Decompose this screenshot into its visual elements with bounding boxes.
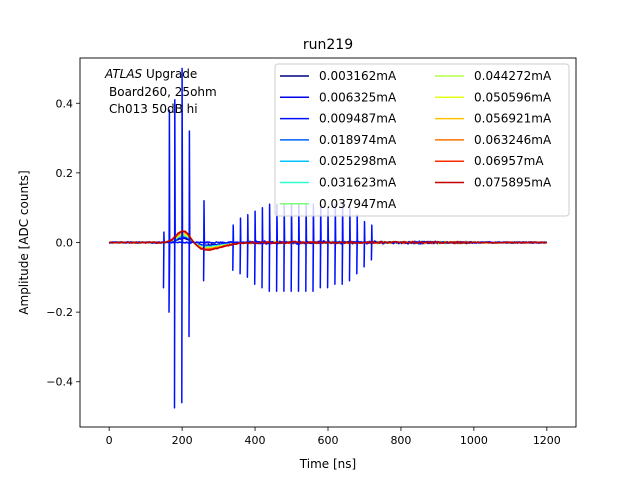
- annotation-line-3: Ch013 50dB hi: [109, 102, 198, 116]
- x-tick-label: 1200: [533, 434, 561, 447]
- atlas-upgrade-label: Upgrade: [142, 67, 197, 81]
- x-tick-label: 200: [172, 434, 193, 447]
- y-tick-label: −0.4: [46, 376, 73, 389]
- legend: 0.003162mA 0.006325mA 0.009487mA 0.018974mA…: [274, 63, 570, 217]
- x-tick-label: 800: [390, 434, 411, 447]
- legend-label: 0.006325mA: [319, 90, 397, 104]
- legend-label: 0.031623mA: [319, 176, 397, 190]
- x-tick-label: 0: [106, 434, 113, 447]
- atlas-label: ATLAS: [104, 67, 143, 81]
- y-tick-label: 0.4: [56, 97, 74, 110]
- legend-label: 0.056921mA: [474, 112, 552, 126]
- x-tick-label: 1000: [460, 434, 488, 447]
- legend-label: 0.063246mA: [474, 133, 552, 147]
- legend-label: 0.06957mA: [474, 154, 544, 168]
- chart-title: run219: [303, 37, 353, 53]
- svg-text:ATLAS Upgrade: ATLAS Upgrade: [104, 67, 197, 81]
- legend-box: [274, 63, 570, 217]
- y-tick-label: −0.2: [46, 306, 73, 319]
- legend-label: 0.009487mA: [319, 112, 397, 126]
- annotation-line-2: Board260, 25ohm: [109, 85, 217, 99]
- legend-label: 0.037947mA: [319, 197, 397, 211]
- series-lines: [108, 67, 548, 409]
- y-tick-label: 0.2: [56, 167, 74, 180]
- y-tick-label: 0.0: [56, 237, 74, 250]
- y-axis-label: Amplitude [ADC counts]: [17, 170, 31, 314]
- x-tick-label: 600: [318, 434, 339, 447]
- legend-label: 0.044272mA: [474, 69, 552, 83]
- legend-label: 0.050596mA: [474, 90, 552, 104]
- series-line: [108, 230, 548, 251]
- legend-label: 0.025298mA: [319, 154, 397, 168]
- x-tick-label: 400: [245, 434, 266, 447]
- atlas-annotation: ATLAS Upgrade Board260, 25ohm Ch013 50dB…: [104, 67, 217, 116]
- x-axis-label: Time [ns]: [299, 457, 356, 471]
- legend-label: 0.018974mA: [319, 133, 397, 147]
- legend-label: 0.003162mA: [319, 69, 397, 83]
- x-axis: 0 200 400 600 800 1000 1200: [106, 427, 561, 447]
- legend-label: 0.075895mA: [474, 176, 552, 190]
- y-axis: −0.4 −0.2 0.0 0.2 0.4: [46, 97, 80, 389]
